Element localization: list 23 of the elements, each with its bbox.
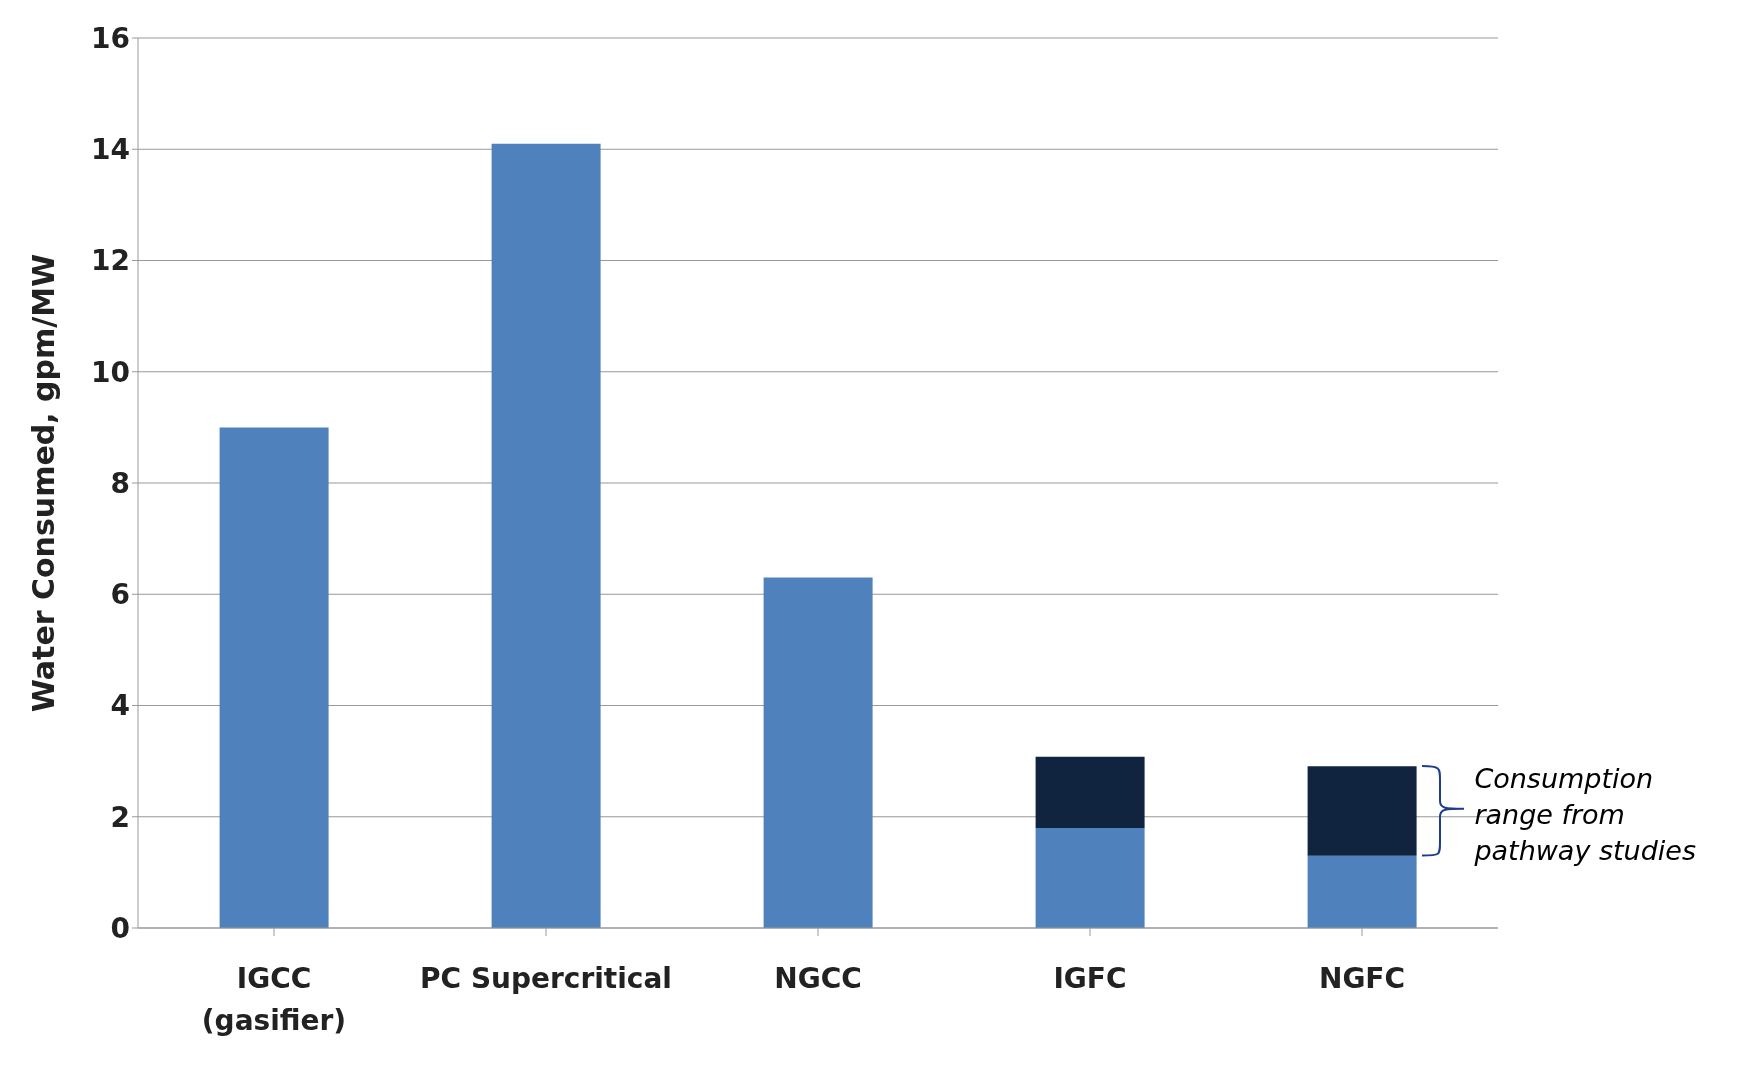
bar [491, 143, 601, 928]
y-axis-title: Water Consumed, gpm/MW [25, 253, 61, 713]
y-tick-label: 14 [91, 133, 130, 167]
bar [1035, 756, 1145, 828]
y-tick-label: 8 [110, 466, 130, 500]
bar [1035, 827, 1145, 928]
y-tick-label: 12 [91, 244, 130, 278]
x-tick-label: IGCC (gasifier) [201, 962, 347, 1037]
bar [763, 577, 873, 928]
y-tick-label: 4 [110, 689, 130, 723]
bar [1307, 855, 1417, 928]
x-tick-label: NGFC [1318, 962, 1406, 995]
annotation: Consumption range from pathway studies [1474, 761, 1698, 868]
x-tick-label: PC Supercritical [420, 962, 672, 995]
bar [219, 427, 329, 928]
x-tick-label: NGCC [774, 962, 862, 995]
y-tick-label: 0 [110, 911, 130, 945]
y-tick-label: 16 [91, 21, 130, 55]
x-tick-label: IGFC [1053, 962, 1127, 995]
y-tick-label: 6 [110, 578, 130, 612]
y-tick-label: 10 [91, 355, 130, 389]
bar [1307, 766, 1417, 856]
y-tick-label: 2 [110, 800, 130, 834]
